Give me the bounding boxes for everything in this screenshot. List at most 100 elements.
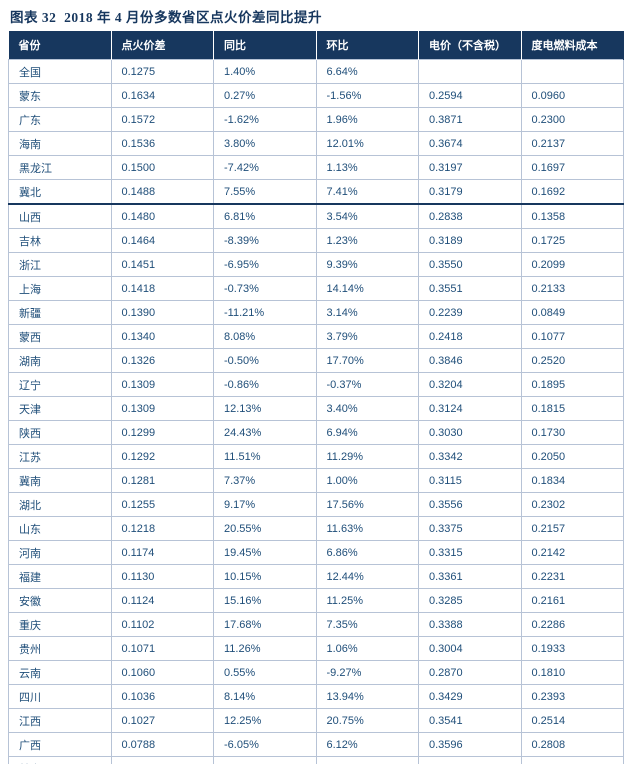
cell-yoy: 20.55% xyxy=(213,516,317,541)
cell-yoy: 11.51% xyxy=(213,444,317,469)
cell-yoy: 6.81% xyxy=(213,203,317,229)
cell-yoy: -0.73% xyxy=(213,276,317,301)
cell-province: 福建 xyxy=(8,564,112,589)
cell-province: 甘肃 xyxy=(8,756,112,764)
cell-price: 0.3674 xyxy=(418,131,522,156)
cell-yoy: -2.67% xyxy=(213,756,317,764)
table-row: 云南 0.1060 0.55% -9.27% 0.2870 0.1810 xyxy=(8,660,624,685)
figure-title: 图表 32 2018 年 4 月份多数省区点火价差同比提升 xyxy=(10,10,322,25)
cell-province: 江苏 xyxy=(8,444,112,469)
cell-mom: 9.39% xyxy=(315,252,419,277)
cell-province: 天津 xyxy=(8,396,112,421)
cell-fuel: 0.2520 xyxy=(520,348,624,373)
table-row: 海南 0.1536 3.80% 12.01% 0.3674 0.2137 xyxy=(8,131,624,156)
cell-fuel: 0.1077 xyxy=(520,324,624,349)
table-row: 贵州 0.1071 11.26% 1.06% 0.3004 0.1933 xyxy=(8,636,624,661)
cell-mom: 7.35% xyxy=(315,612,419,637)
cell-province: 山东 xyxy=(8,516,112,541)
cell-price: 0.3030 xyxy=(418,420,522,445)
cell-yoy: 7.55% xyxy=(213,179,317,205)
cell-spread: 0.1299 xyxy=(110,420,214,445)
table-row: 山东 0.1218 20.55% 11.63% 0.3375 0.2157 xyxy=(8,516,624,541)
cell-fuel: 0.2300 xyxy=(520,107,624,132)
cell-spread: 0.1130 xyxy=(110,564,214,589)
table-row: 四川 0.1036 8.14% 13.94% 0.3429 0.2393 xyxy=(8,684,624,709)
cell-fuel: 0.1834 xyxy=(520,468,624,493)
cell-yoy: 15.16% xyxy=(213,588,317,613)
cell-mom: 6.12% xyxy=(315,732,419,757)
table-body: 全国 0.1275 1.40% 6.64% 蒙东 0.1634 0.27% -1.56% 0.2… xyxy=(8,59,624,764)
cell-fuel: 0.1933 xyxy=(520,636,624,661)
cell-spread: 0.1071 xyxy=(110,636,214,661)
table-row: 广东 0.1572 -1.62% 1.96% 0.3871 0.2300 xyxy=(8,107,624,132)
cell-mom: 6.86% xyxy=(315,540,419,565)
cell-province: 新疆 xyxy=(8,300,112,325)
table-row: 蒙东 0.1634 0.27% -1.56% 0.2594 0.0960 xyxy=(8,83,624,108)
cell-yoy: 3.80% xyxy=(213,131,317,156)
cell-mom: 17.56% xyxy=(315,492,419,517)
cell-mom: 14.14% xyxy=(315,276,419,301)
cell-mom: -9.27% xyxy=(315,660,419,685)
cell-fuel: 0.2231 xyxy=(520,564,624,589)
cell-price: 0.3179 xyxy=(418,179,522,205)
cell-province: 吉林 xyxy=(8,228,112,253)
cell-yoy: -1.62% xyxy=(213,107,317,132)
cell-fuel: 0.0960 xyxy=(520,83,624,108)
cell-spread: 0.1102 xyxy=(110,612,214,637)
cell-price: 0.3004 xyxy=(418,636,522,661)
cell-price: 0.3551 xyxy=(418,276,522,301)
cell-spread: 0.1634 xyxy=(110,83,214,108)
cell-spread: 0.1036 xyxy=(110,684,214,709)
cell-price: 0.3596 xyxy=(418,732,522,757)
cell-province: 江西 xyxy=(8,708,112,733)
cell-spread: 0.1418 xyxy=(110,276,214,301)
cell-price: 0.3204 xyxy=(418,372,522,397)
cell-yoy: 0.27% xyxy=(213,83,317,108)
cell-mom: 1.13% xyxy=(315,155,419,180)
cell-province: 湖南 xyxy=(8,348,112,373)
cell-spread: 0.1500 xyxy=(110,155,214,180)
cell-mom: 17.70% xyxy=(315,348,419,373)
cell-fuel: 0.1861 xyxy=(520,756,624,764)
cell-yoy: 12.13% xyxy=(213,396,317,421)
cell-spread: 0.1572 xyxy=(110,107,214,132)
table-row: 山西 0.1480 6.81% 3.54% 0.2838 0.1358 xyxy=(8,203,624,229)
header-cell-fuel-cost: 度电燃料成本 xyxy=(521,31,624,60)
cell-fuel: 0.2514 xyxy=(520,708,624,733)
cell-mom: 6.94% xyxy=(315,420,419,445)
cell-price: 0.3541 xyxy=(418,708,522,733)
cell-fuel: 0.2099 xyxy=(520,252,624,277)
cell-fuel: 0.1358 xyxy=(520,203,624,229)
cell-yoy: 24.43% xyxy=(213,420,317,445)
cell-mom: 11.25% xyxy=(315,588,419,613)
cell-fuel: 0.1725 xyxy=(520,228,624,253)
cell-yoy: 11.26% xyxy=(213,636,317,661)
cell-yoy: -11.21% xyxy=(213,300,317,325)
cell-yoy: 8.14% xyxy=(213,684,317,709)
table-row: 广西 0.0788 -6.05% 6.12% 0.3596 0.2808 xyxy=(8,732,624,757)
cell-yoy: 17.68% xyxy=(213,612,317,637)
table-row: 甘肃0.0769-2.67%2.73%0.26310.1861 xyxy=(8,756,624,764)
cell-province: 上海 xyxy=(8,276,112,301)
cell-fuel: 0.2393 xyxy=(520,684,624,709)
cell-price: 0.3197 xyxy=(418,155,522,180)
table-row: 新疆 0.1390 -11.21% 3.14% 0.2239 0.0849 xyxy=(8,300,624,325)
cell-fuel: 0.1697 xyxy=(520,155,624,180)
cell-spread: 0.1390 xyxy=(110,300,214,325)
cell-price: 0.2870 xyxy=(418,660,522,685)
cell-fuel: 0.1815 xyxy=(520,396,624,421)
cell-yoy: -6.95% xyxy=(213,252,317,277)
cell-price: 0.2838 xyxy=(418,203,522,229)
table-row: 河南 0.1174 19.45% 6.86% 0.3315 0.2142 xyxy=(8,540,624,565)
cell-mom: 3.14% xyxy=(315,300,419,325)
table-row: 重庆 0.1102 17.68% 7.35% 0.3388 0.2286 xyxy=(8,612,624,637)
table-row: 福建 0.1130 10.15% 12.44% 0.3361 0.2231 xyxy=(8,564,624,589)
cell-spread: 0.1326 xyxy=(110,348,214,373)
cell-spread: 0.0788 xyxy=(110,732,214,757)
cell-spread: 0.1292 xyxy=(110,444,214,469)
cell-mom: -0.37% xyxy=(315,372,419,397)
cell-mom: 11.63% xyxy=(315,516,419,541)
table-header-row: 省份 点火价差 同比 环比 电价（不含税） 度电燃料成本 xyxy=(8,31,624,60)
cell-province: 河南 xyxy=(8,540,112,565)
table-row: 冀南 0.1281 7.37% 1.00% 0.3115 0.1834 xyxy=(8,468,624,493)
